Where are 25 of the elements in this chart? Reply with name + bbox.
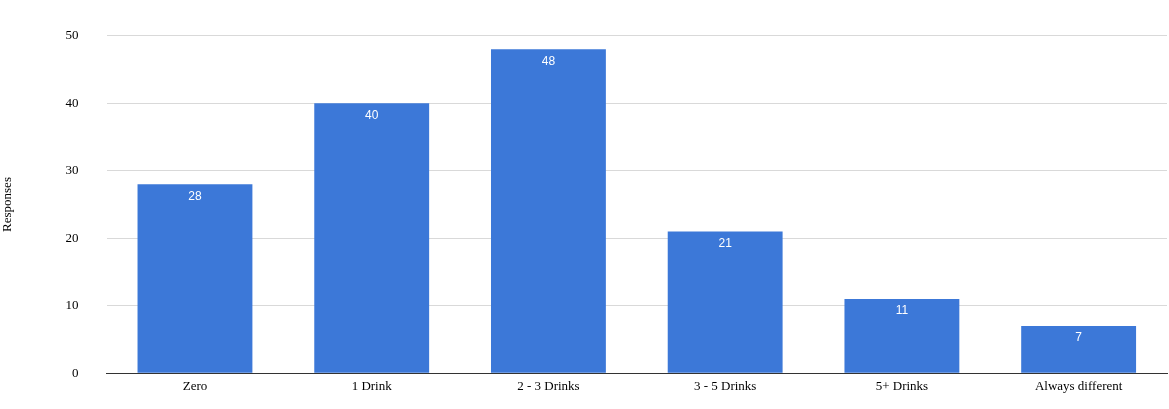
bar (137, 184, 253, 373)
y-tick-label: 50 (65, 27, 79, 43)
bar (667, 231, 783, 373)
y-tick-label: 40 (65, 94, 79, 110)
x-tick-label: Always different (1034, 378, 1123, 394)
x-tick-label: 5+ Drinks (875, 378, 929, 394)
y-tick-label: 20 (65, 229, 79, 245)
y-tick-label: 0 (72, 364, 79, 380)
y-tick-label: 30 (65, 162, 79, 178)
x-tick-label: Zero (182, 378, 208, 394)
bar (314, 103, 430, 373)
bar (491, 49, 606, 373)
data-label: 40 (365, 107, 379, 122)
x-tick-label: 1 Drink (351, 378, 393, 394)
x-tick-label: 2 - 3 Drinks (517, 378, 580, 394)
x-tick-label: 3 - 5 Drinks (693, 378, 757, 394)
data-label: 48 (541, 53, 556, 68)
y-tick-label: 10 (65, 297, 79, 313)
data-label: 7 (1075, 330, 1083, 345)
y-axis-title: Responses (0, 177, 15, 232)
data-label: 11 (895, 303, 909, 318)
data-label: 28 (188, 188, 202, 203)
bar (1021, 325, 1137, 373)
bar (844, 298, 960, 373)
data-label: 21 (718, 235, 733, 250)
